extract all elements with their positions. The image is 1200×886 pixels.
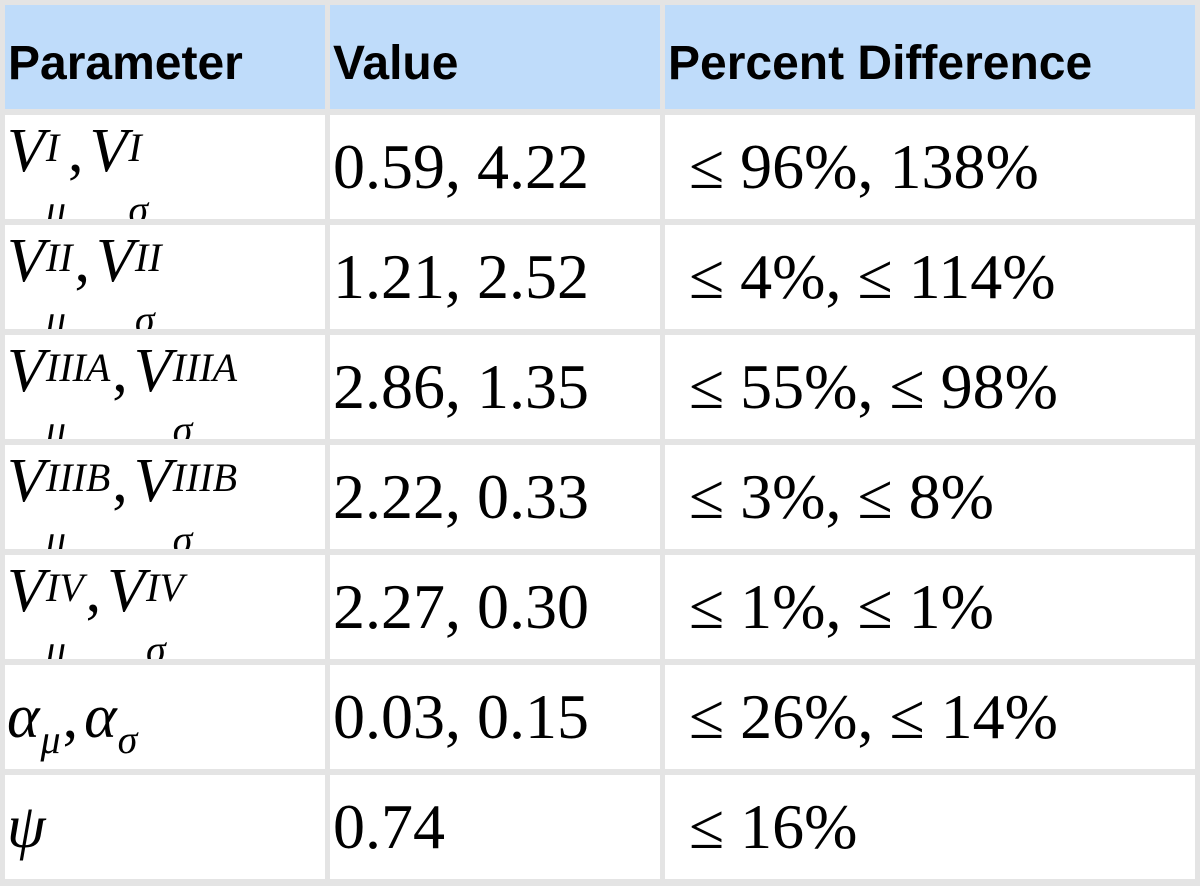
value-cell: 0.03, 0.15 <box>330 665 660 769</box>
symbol-sub: σ <box>134 297 155 330</box>
param-cell: V IIIB μ, V IIIB σ <box>5 445 325 549</box>
value-cell: 0.74 <box>330 775 660 879</box>
symbol-sup: I <box>45 125 60 170</box>
symbol-base: α <box>7 682 40 751</box>
value-cell: 0.59, 4.22 <box>330 115 660 219</box>
symbol-sup: IV <box>146 565 184 610</box>
param-symbol: V IIIA μ, V IIIA σ <box>7 336 238 440</box>
symbol-sub: σ <box>128 187 149 220</box>
symbol-sub: σ <box>117 716 138 762</box>
symbol-sup: IIIB <box>45 455 111 500</box>
symbol-sup: II <box>134 235 162 280</box>
param-cell: αμ,ασ <box>5 665 325 769</box>
symbol-sub: μ <box>45 187 66 220</box>
param-symbol: V IIIB μ, V IIIB σ <box>7 446 238 550</box>
symbol-sup: IV <box>45 565 84 610</box>
param-symbol: ψ <box>7 792 46 861</box>
percent-cell: ≤ 1%, ≤ 1% <box>665 555 1195 659</box>
symbol-base: V <box>89 117 128 185</box>
value-cell: 2.27, 0.30 <box>330 555 660 659</box>
symbol-base: V <box>7 337 45 405</box>
symbol-base: V <box>7 227 45 295</box>
percent-cell: ≤ 16% <box>665 775 1195 879</box>
param-cell: V IIIA μ, V IIIA σ <box>5 335 325 439</box>
value-cell: 2.22, 0.33 <box>330 445 660 549</box>
header-parameter: Parameter <box>5 5 325 109</box>
symbol-sub: μ <box>45 297 66 330</box>
header-percent-difference: Percent Difference <box>665 5 1195 109</box>
param-symbol: V IV μ, V IV σ <box>7 556 184 660</box>
symbol-comma: , <box>74 227 91 295</box>
value-cell: 1.21, 2.52 <box>330 225 660 329</box>
symbol-sub: μ <box>45 407 66 440</box>
symbol-comma: , <box>67 117 84 185</box>
symbol-base: V <box>7 117 45 185</box>
symbol-base: V <box>7 557 45 625</box>
symbol-sub: μ <box>45 627 66 660</box>
symbol-base: V <box>133 337 172 405</box>
symbol-sup: IIIA <box>172 345 238 390</box>
symbol-base: α <box>84 682 117 751</box>
symbol-sub: σ <box>172 407 193 440</box>
percent-cell: ≤ 26%, ≤ 14% <box>665 665 1195 769</box>
symbol-comma: , <box>112 447 128 515</box>
param-cell: ψ <box>5 775 325 879</box>
symbol-sup: I <box>128 125 142 170</box>
symbol-base: V <box>7 447 45 515</box>
symbol-comma: , <box>62 682 79 751</box>
symbol-sub: σ <box>172 517 193 550</box>
percent-cell: ≤ 55%, ≤ 98% <box>665 335 1195 439</box>
header-value: Value <box>330 5 660 109</box>
percent-cell: ≤ 3%, ≤ 8% <box>665 445 1195 549</box>
param-cell: V II μ, V II σ <box>5 225 325 329</box>
symbol-sup: IIIA <box>45 345 111 390</box>
symbol-base: V <box>107 557 146 625</box>
symbol-comma: , <box>112 337 128 405</box>
param-cell: V IV μ, V IV σ <box>5 555 325 659</box>
symbol-comma: , <box>85 557 102 625</box>
symbol-sub: μ <box>40 716 61 762</box>
value-cell: 2.86, 1.35 <box>330 335 660 439</box>
symbol-sup: IIIB <box>172 455 238 500</box>
symbol-sub: σ <box>146 627 166 660</box>
symbol-sup: II <box>45 235 73 280</box>
percent-cell: ≤ 96%, 138% <box>665 115 1195 219</box>
symbol-base: V <box>96 227 134 295</box>
percent-cell: ≤ 4%, ≤ 114% <box>665 225 1195 329</box>
param-symbol: V II μ, V II σ <box>7 226 162 330</box>
param-symbol: αμ,ασ <box>7 682 137 762</box>
symbol-sub: μ <box>45 517 66 550</box>
symbol-base: V <box>133 447 172 515</box>
